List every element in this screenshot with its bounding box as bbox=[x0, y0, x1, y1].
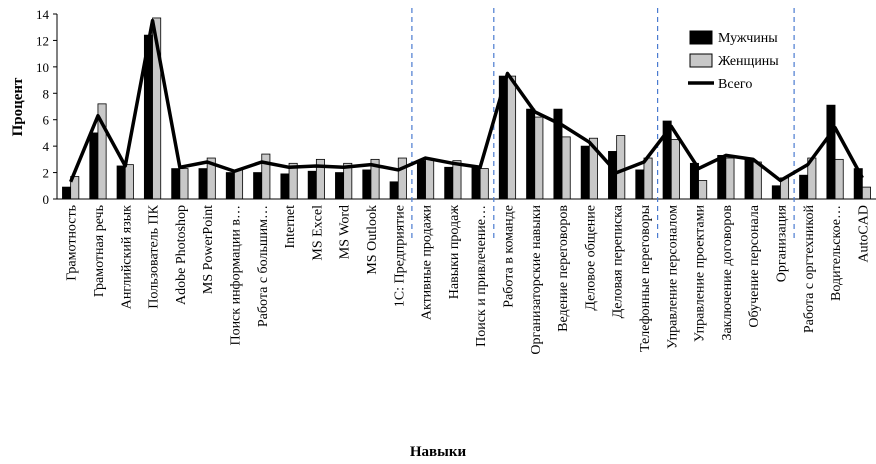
bar-men bbox=[635, 169, 645, 200]
bar-men bbox=[171, 168, 181, 200]
bar-men bbox=[608, 151, 618, 200]
bar-men bbox=[253, 172, 263, 200]
x-category-label: Работа с оргтехникой bbox=[802, 205, 817, 334]
x-axis-title: Навыки bbox=[410, 444, 467, 460]
bar-women bbox=[179, 168, 189, 200]
x-category-label: Деловое общение bbox=[583, 205, 598, 311]
x-category-label: MS Word bbox=[338, 205, 353, 259]
x-category-label: Организация bbox=[774, 204, 789, 282]
x-category-label: AutoCAD bbox=[856, 205, 871, 263]
x-category-label: Грамотность bbox=[65, 205, 80, 281]
bar-women bbox=[479, 168, 489, 200]
y-tick-label: 6 bbox=[43, 113, 50, 128]
bar-women bbox=[670, 139, 680, 200]
bar-men bbox=[799, 174, 809, 200]
bar-men bbox=[335, 172, 345, 200]
bar-men bbox=[198, 168, 208, 200]
x-category-label: Грамотная речь bbox=[92, 205, 107, 297]
bar-men bbox=[771, 185, 781, 200]
x-category-label: Управление проектами bbox=[693, 204, 708, 342]
x-category-label: 1С: Предприятие bbox=[392, 205, 407, 307]
bar-women bbox=[425, 158, 435, 200]
x-category-label: Ведение переговоров bbox=[556, 205, 571, 332]
y-tick-label: 2 bbox=[43, 166, 50, 181]
plot-area: 0 2 4 6 8 10 12 14 Грамотность Грамотная речь Англ… bbox=[36, 7, 876, 355]
x-category-label: Водительское… bbox=[829, 205, 844, 301]
bar-women bbox=[124, 164, 134, 200]
x-category-label: Поиск и привлечение… bbox=[474, 205, 489, 347]
series-line-total bbox=[69, 18, 864, 183]
x-category-label: MS Outlook bbox=[365, 205, 380, 275]
legend-label-men: Мужчины bbox=[718, 31, 778, 46]
bar-men bbox=[416, 160, 426, 200]
x-category-label: MS PowerPoint bbox=[201, 205, 216, 294]
bar-men bbox=[471, 166, 481, 200]
bar-women bbox=[616, 135, 626, 200]
y-tick-label: 0 bbox=[43, 192, 50, 207]
bar-women bbox=[834, 158, 844, 200]
bar-men bbox=[116, 165, 126, 200]
y-tick-label: 10 bbox=[36, 60, 49, 75]
legend-swatch-men bbox=[689, 30, 713, 45]
legend-label-total: Всего bbox=[718, 77, 752, 92]
x-category-label: Пользователь ПК bbox=[147, 204, 162, 308]
bar-men bbox=[225, 172, 235, 200]
x-category-label: Английский язык bbox=[119, 205, 134, 309]
bar-men bbox=[826, 104, 836, 200]
y-axis-title: Процент bbox=[10, 77, 26, 136]
x-category-label: Навыки продаж bbox=[447, 205, 462, 300]
bar-women bbox=[234, 169, 244, 200]
bar-men bbox=[362, 169, 372, 200]
bar-women bbox=[698, 180, 708, 200]
x-category-label: Телефонные переговоры bbox=[638, 204, 653, 352]
x-category-label: Adobe Photoshop bbox=[174, 205, 189, 305]
x-category-label: Поиск информации в… bbox=[228, 205, 243, 346]
x-category-label: MS Excel bbox=[310, 205, 325, 261]
bar-women bbox=[397, 157, 407, 200]
bar-women bbox=[752, 161, 762, 200]
bar-men bbox=[444, 166, 454, 200]
x-category-label: Работа с большим… bbox=[256, 205, 271, 327]
bar-women bbox=[452, 160, 462, 200]
legend-label-women: Женщины bbox=[718, 54, 779, 69]
bar-men bbox=[389, 181, 399, 200]
bar-men bbox=[62, 186, 72, 200]
bar-women bbox=[507, 75, 517, 200]
x-category-label: Организаторские навыки bbox=[529, 204, 544, 354]
y-tick-label: 12 bbox=[36, 33, 49, 48]
legend-swatch-women bbox=[689, 53, 713, 68]
y-tick-label: 4 bbox=[43, 139, 50, 154]
bar-men bbox=[526, 108, 536, 200]
bar-men bbox=[307, 170, 317, 200]
bar-men bbox=[89, 132, 99, 200]
bar-men bbox=[717, 154, 727, 200]
bar-women bbox=[861, 186, 871, 200]
y-tick-label: 14 bbox=[36, 7, 50, 22]
bar-women bbox=[561, 136, 571, 200]
bar-men bbox=[580, 145, 590, 200]
x-category-label: Активные продажи bbox=[420, 204, 435, 320]
bar-women bbox=[725, 157, 735, 200]
x-category-label: Деловая переписка bbox=[611, 204, 626, 318]
legend: Мужчины Женщины Всего bbox=[688, 30, 779, 92]
x-category-label: Обучение персонала bbox=[747, 204, 762, 327]
x-category-label: Заключение договоров bbox=[720, 205, 735, 341]
x-category-label: Internet bbox=[283, 205, 298, 249]
bar-men bbox=[280, 173, 290, 200]
x-category-label: Работа в команде bbox=[501, 205, 516, 308]
bar-men bbox=[744, 158, 754, 200]
y-tick-label: 8 bbox=[43, 86, 50, 101]
bar-women bbox=[643, 157, 653, 200]
bar-women bbox=[534, 116, 544, 200]
y-axis-title-group: Процент bbox=[10, 77, 26, 136]
x-category-label: Управление персоналом bbox=[665, 205, 680, 349]
